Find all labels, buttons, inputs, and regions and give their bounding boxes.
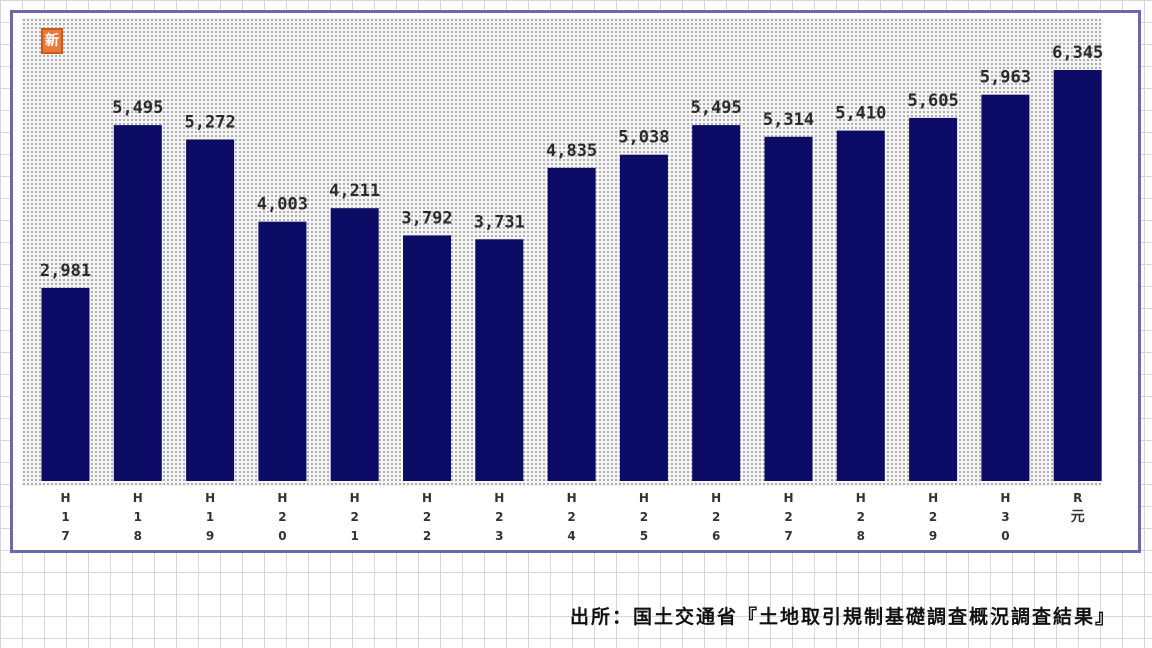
bar bbox=[909, 117, 958, 482]
x-tick-label: 2 bbox=[567, 510, 575, 524]
x-tick-label: H bbox=[133, 491, 143, 505]
x-tick-label: H bbox=[711, 491, 721, 505]
x-tick-label: H bbox=[783, 491, 793, 505]
data-label: 5,038 bbox=[618, 128, 669, 148]
new-badge-icon: 新 bbox=[41, 28, 63, 54]
x-tick-label: H bbox=[350, 491, 360, 505]
data-label: 5,495 bbox=[691, 98, 742, 118]
bar bbox=[764, 136, 813, 482]
x-tick-label: 1 bbox=[61, 510, 69, 524]
x-tick-label: H bbox=[1000, 491, 1010, 505]
x-tick-label: 2 bbox=[712, 510, 720, 524]
x-tick-label: 2 bbox=[640, 510, 648, 524]
bar bbox=[1053, 70, 1102, 481]
x-tick-label: 9 bbox=[929, 529, 937, 543]
bar bbox=[403, 235, 451, 481]
data-label: 3,731 bbox=[474, 212, 525, 232]
x-tick-label: 0 bbox=[278, 529, 286, 543]
x-tick-label: H bbox=[60, 491, 70, 505]
bar bbox=[475, 239, 524, 481]
data-label: 5,272 bbox=[185, 113, 236, 133]
x-tick-label: H bbox=[205, 491, 215, 505]
x-tick-label: 7 bbox=[784, 529, 792, 543]
data-label: 5,410 bbox=[835, 104, 886, 124]
x-tick-label: 2 bbox=[495, 510, 503, 524]
x-tick-label: 7 bbox=[61, 529, 69, 543]
x-tick-label: 元 bbox=[1071, 509, 1085, 525]
x-tick-label: 3 bbox=[1001, 510, 1009, 524]
x-tick-label: H bbox=[639, 491, 649, 505]
x-tick-label: 1 bbox=[134, 510, 142, 524]
bar bbox=[547, 167, 596, 482]
x-tick-label: 2 bbox=[857, 510, 865, 524]
x-tick-label: 1 bbox=[351, 529, 359, 543]
x-tick-label: 2 bbox=[351, 510, 359, 524]
bar bbox=[258, 221, 307, 481]
bar bbox=[981, 94, 1030, 481]
x-tick-label: H bbox=[567, 491, 577, 505]
data-label: 2,981 bbox=[40, 261, 91, 281]
x-tick-label: 2 bbox=[784, 510, 792, 524]
bar bbox=[836, 130, 885, 481]
data-label: 5,963 bbox=[980, 68, 1031, 88]
bar bbox=[186, 139, 235, 481]
x-tick-label: 8 bbox=[134, 529, 142, 543]
bar bbox=[113, 125, 162, 481]
bar bbox=[619, 154, 668, 481]
x-tick-label: R bbox=[1073, 491, 1082, 505]
data-label: 5,605 bbox=[908, 91, 959, 111]
source-caption: 出所：国土交通省『土地取引規制基礎調査概況調査結果』 bbox=[569, 606, 1116, 628]
x-tick-label: H bbox=[422, 491, 432, 505]
x-tick-label: 8 bbox=[857, 529, 865, 543]
x-tick-label: 9 bbox=[206, 529, 214, 543]
x-tick-label: 2 bbox=[423, 529, 431, 543]
data-label: 4,003 bbox=[257, 195, 308, 215]
x-tick-label: 2 bbox=[423, 510, 431, 524]
bar bbox=[692, 125, 741, 481]
x-tick-label: H bbox=[494, 491, 504, 505]
data-label: 4,211 bbox=[329, 181, 380, 201]
x-tick-label: 0 bbox=[1001, 529, 1009, 543]
data-label: 5,314 bbox=[763, 110, 814, 130]
x-tick-label: 2 bbox=[929, 510, 937, 524]
bar bbox=[330, 208, 379, 481]
x-tick-label: 5 bbox=[640, 529, 648, 543]
x-tick-label: H bbox=[277, 491, 287, 505]
x-tick-label: 6 bbox=[712, 529, 720, 543]
data-label: 6,345 bbox=[1052, 43, 1103, 63]
x-tick-label: 4 bbox=[567, 529, 575, 543]
x-tick-label: 1 bbox=[206, 510, 214, 524]
bar bbox=[41, 287, 90, 481]
x-tick-label: 3 bbox=[495, 529, 503, 543]
x-tick-label: H bbox=[856, 491, 866, 505]
data-label: 4,835 bbox=[546, 141, 597, 161]
data-label: 3,792 bbox=[401, 208, 452, 228]
x-tick-label: 2 bbox=[278, 510, 286, 524]
data-label: 5,495 bbox=[112, 98, 163, 118]
x-tick-label: H bbox=[928, 491, 938, 505]
